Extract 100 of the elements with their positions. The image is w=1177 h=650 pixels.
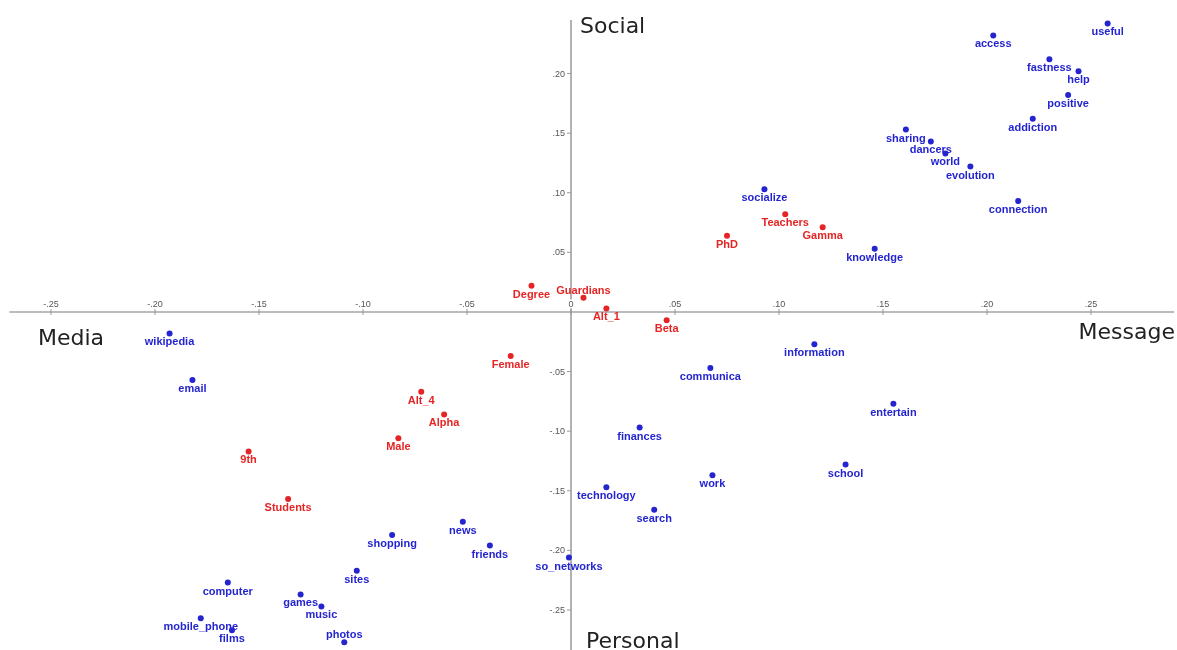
series-label: useful: [1091, 25, 1124, 38]
y-tick-label: -.15: [549, 485, 565, 496]
series-label: sites: [344, 572, 370, 585]
series-label: Female: [491, 358, 530, 371]
point: [318, 603, 325, 610]
x-tick-label: .05: [668, 298, 682, 309]
point: [285, 496, 292, 503]
series-label: photos: [325, 628, 363, 641]
point: [507, 353, 514, 360]
series-label: socialize: [741, 191, 788, 204]
x-tick-label: .25: [1084, 298, 1098, 309]
series-label: 9th: [240, 453, 258, 466]
point: [580, 294, 587, 301]
point: [603, 305, 610, 312]
point: [1015, 198, 1022, 205]
y-tick-label: -.05: [549, 366, 565, 377]
point: [297, 591, 304, 598]
y-tick-label: .10: [552, 187, 565, 198]
point: [871, 245, 878, 252]
series-label: fastness: [1027, 61, 1072, 74]
series-label: communica: [679, 369, 742, 382]
series-label: Alt_1: [592, 310, 620, 323]
point: [1046, 56, 1053, 63]
series-label: music: [305, 608, 338, 621]
series-label: search: [636, 511, 673, 524]
point: [636, 424, 643, 431]
annotation: Message: [1078, 318, 1175, 344]
annotation: Media: [38, 324, 105, 350]
point: [967, 163, 974, 170]
y-tick-label: .20: [552, 68, 565, 79]
point: [761, 186, 768, 193]
point: [224, 579, 231, 586]
x-tick-label: -.15: [251, 298, 267, 309]
point: [353, 567, 360, 574]
series-label: Alpha: [428, 416, 461, 429]
point: [990, 32, 997, 39]
point: [811, 341, 818, 348]
series-label: wikipedia: [143, 335, 196, 348]
series-label: Students: [264, 501, 312, 514]
point: [890, 400, 897, 407]
point: [245, 448, 252, 455]
series-label: Gamma: [802, 229, 844, 242]
x-tick-label: 0: [568, 298, 574, 309]
point: [1104, 20, 1111, 27]
series-label: games: [283, 596, 319, 609]
point: [486, 542, 493, 549]
point: [441, 411, 448, 418]
x-tick-label: .10: [772, 298, 786, 309]
series-label: Guardians: [556, 283, 611, 296]
point: [528, 282, 535, 289]
y-tick-label: .15: [552, 128, 565, 139]
series-label: sharing: [886, 131, 926, 144]
point: [782, 211, 789, 218]
series-label: computer: [202, 584, 254, 597]
series-label: news: [449, 523, 477, 536]
point: [842, 461, 849, 468]
point: [1065, 92, 1072, 98]
x-tick-label: .20: [980, 298, 994, 309]
series-label: Degree: [512, 287, 551, 300]
point: [902, 126, 909, 133]
series-label: information: [784, 346, 845, 359]
series-label: help: [1067, 73, 1091, 86]
point: [709, 472, 716, 479]
series-label: shopping: [367, 536, 417, 549]
series-label: Beta: [654, 322, 680, 335]
x-tick-label: -.20: [147, 298, 163, 309]
point: [459, 518, 466, 525]
point: [197, 615, 204, 622]
series-label: dancers: [909, 143, 952, 156]
x-tick-label: -.10: [355, 298, 371, 309]
series-label: Alt_4: [407, 393, 436, 406]
x-tick-label: .15: [876, 298, 890, 309]
point: [389, 531, 396, 538]
series-label: work: [698, 477, 727, 490]
series-label: technology: [577, 489, 637, 502]
x-tick-label: -.05: [459, 298, 475, 309]
point: [724, 232, 730, 239]
series-label: Teachers: [761, 216, 809, 229]
series-label: friends: [471, 547, 509, 560]
y-tick-label: -.25: [549, 604, 565, 615]
series-label: addiction: [1008, 120, 1058, 133]
series-label: email: [178, 381, 207, 394]
point: [819, 224, 826, 231]
series-label: entertain: [870, 405, 917, 418]
point: [1075, 68, 1082, 75]
series-label: finances: [617, 429, 662, 442]
point: [395, 435, 402, 442]
y-tick-label: -.10: [549, 426, 565, 437]
series-label: connection: [988, 203, 1048, 216]
series-label: mobile_phone: [163, 620, 239, 633]
series-label: PhD: [716, 237, 739, 250]
series-label: knowledge: [846, 250, 904, 263]
series-label: Male: [386, 440, 411, 453]
point: [189, 376, 196, 383]
point: [927, 138, 934, 145]
series-label: world: [929, 155, 961, 168]
annotation: Social: [580, 13, 646, 38]
annotation: Personal: [586, 628, 680, 650]
series-label: films: [219, 632, 245, 645]
series-label: access: [974, 37, 1012, 50]
